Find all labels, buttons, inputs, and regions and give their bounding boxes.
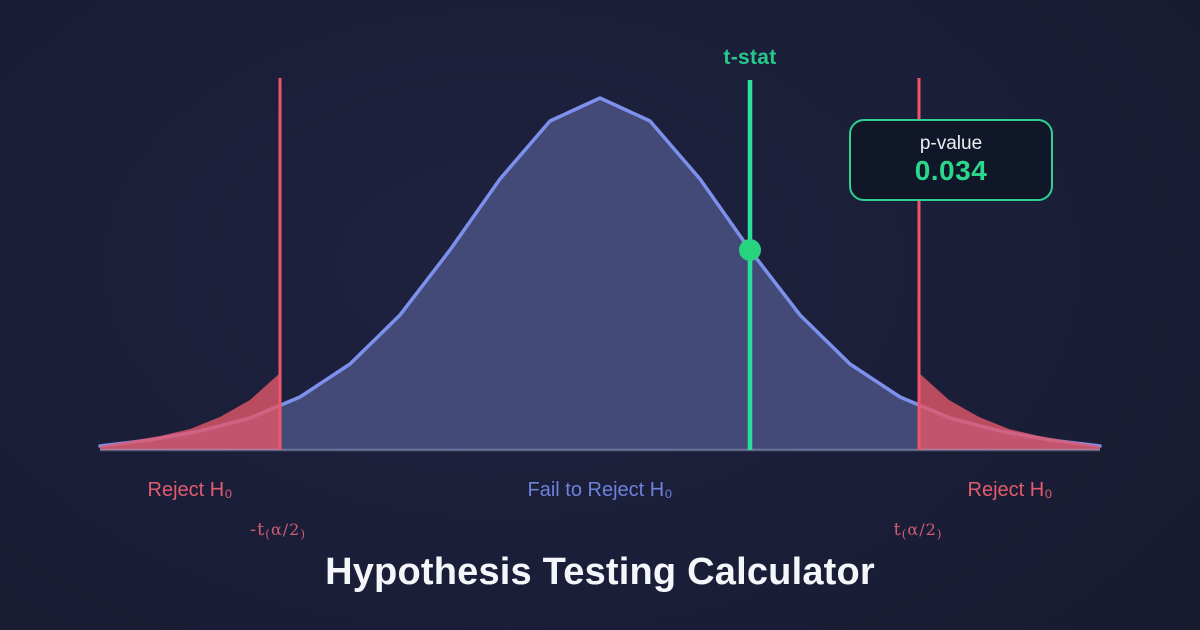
t-stat-dot <box>739 239 761 261</box>
crit-right-prefix: t <box>893 519 902 540</box>
crit-right-alpha: α/2 <box>907 520 937 539</box>
critical-value-left-label: -t(α/2) <box>249 519 307 541</box>
critical-value-right-label: t(α/2) <box>893 519 943 541</box>
crit-right-open-paren: ( <box>901 527 908 541</box>
crit-left-prefix: -t <box>249 519 266 540</box>
crit-left-close-paren: ) <box>300 527 307 541</box>
crit-right-close-paren: ) <box>936 527 943 541</box>
fail-to-reject-h0-label: Fail to Reject H₀ <box>527 479 673 501</box>
p-value-caption: p-value <box>919 133 983 155</box>
bell-curve-fill <box>100 98 1100 450</box>
left-rejection-area <box>100 373 280 450</box>
crit-left-alpha: α/2 <box>270 520 301 539</box>
crit-left-open-paren: ( <box>265 527 271 541</box>
page-title: Hypothesis Testing Calculator <box>325 551 875 593</box>
t-stat-label: t-stat <box>723 46 777 69</box>
right-rejection-area <box>919 373 1100 450</box>
reject-h0-right-label: Reject H₀ <box>967 479 1053 501</box>
p-value-badge: p-value 0.034 <box>849 119 1053 201</box>
p-value-number: 0.034 <box>914 155 988 187</box>
reject-h0-left-label: Reject H₀ <box>147 479 233 501</box>
